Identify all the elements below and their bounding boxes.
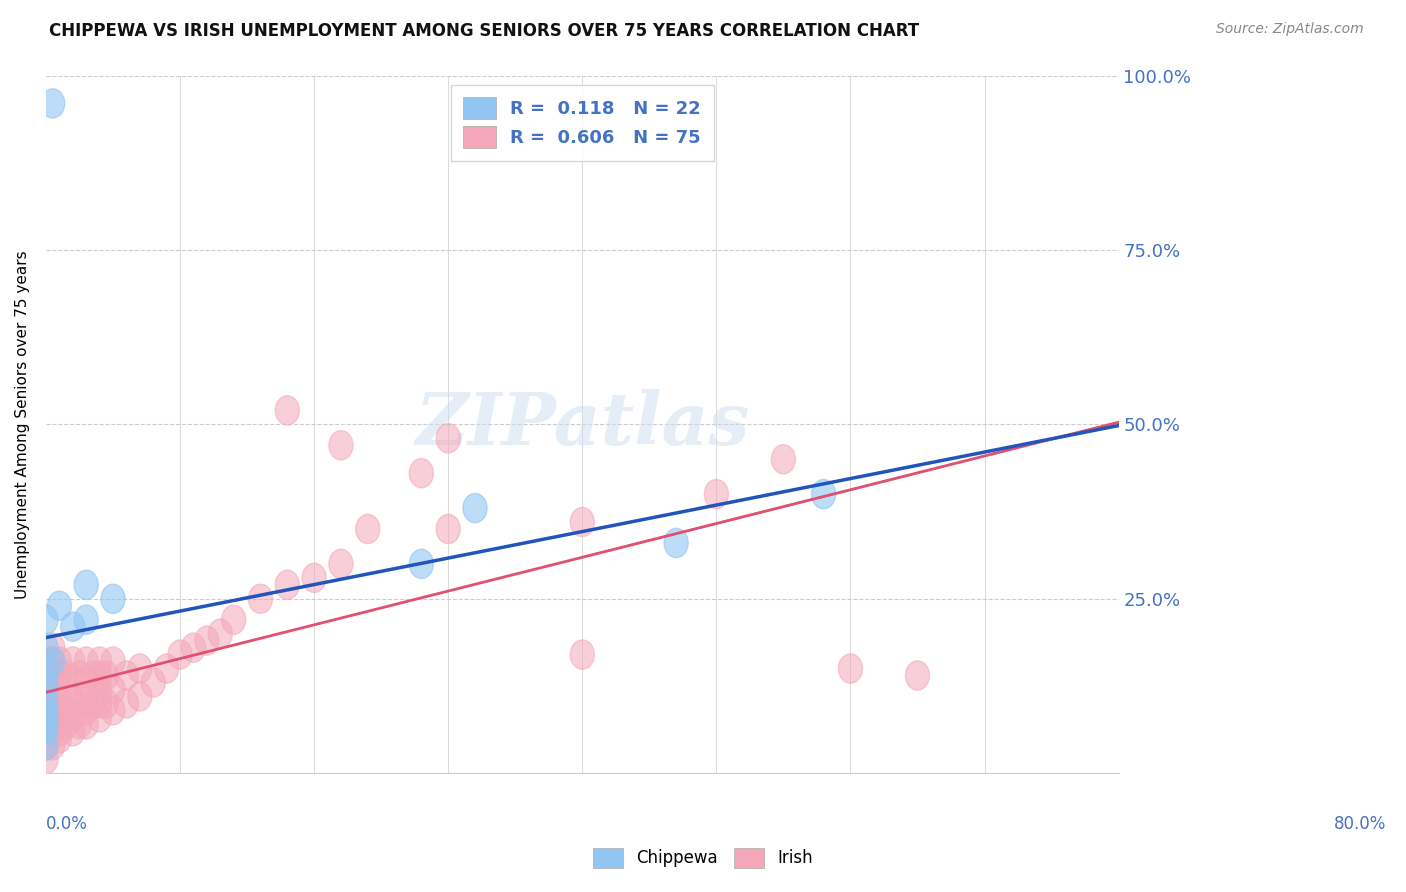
Text: ZIPatlas: ZIPatlas [415, 389, 749, 460]
Text: Source: ZipAtlas.com: Source: ZipAtlas.com [1216, 22, 1364, 37]
Text: 0.0%: 0.0% [46, 815, 87, 833]
Y-axis label: Unemployment Among Seniors over 75 years: Unemployment Among Seniors over 75 years [15, 250, 30, 599]
Legend: R =  0.118   N = 22, R =  0.606   N = 75: R = 0.118 N = 22, R = 0.606 N = 75 [451, 85, 714, 161]
Legend: Chippewa, Irish: Chippewa, Irish [586, 841, 820, 875]
Text: CHIPPEWA VS IRISH UNEMPLOYMENT AMONG SENIORS OVER 75 YEARS CORRELATION CHART: CHIPPEWA VS IRISH UNEMPLOYMENT AMONG SEN… [49, 22, 920, 40]
Text: 80.0%: 80.0% [1334, 815, 1386, 833]
